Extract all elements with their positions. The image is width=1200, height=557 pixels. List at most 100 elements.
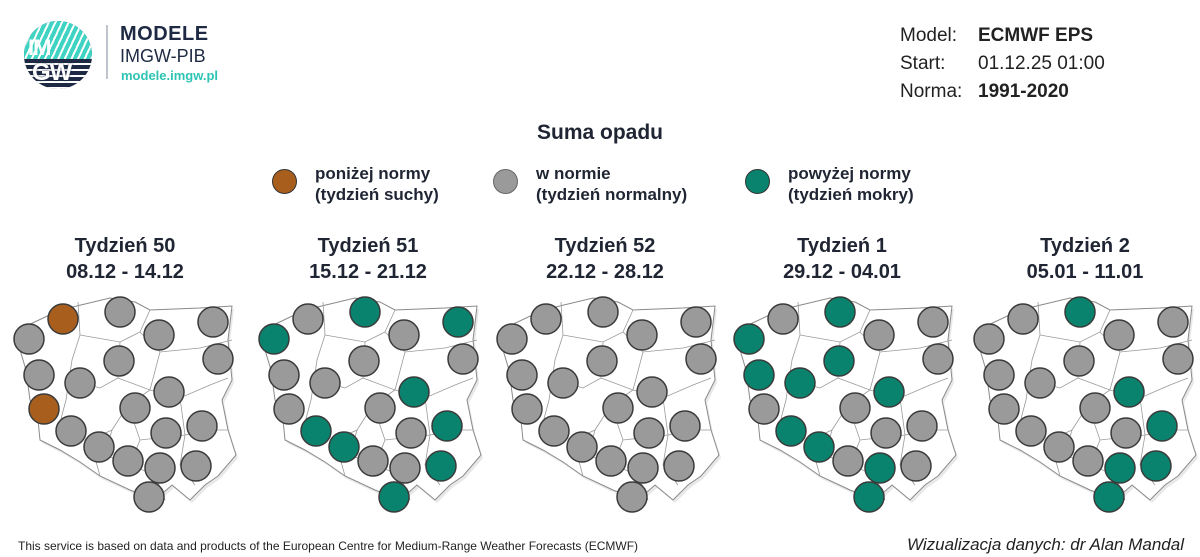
station-marker-normal bbox=[202, 343, 234, 375]
station-marker-normal bbox=[669, 410, 701, 442]
station-marker-normal bbox=[133, 481, 165, 513]
grey-circle-icon bbox=[493, 169, 518, 194]
week-header-4: Tydzień 1 29.12 - 04.01 bbox=[722, 233, 962, 285]
week-label: Tydzień 2 bbox=[1040, 235, 1130, 257]
norm-row: Norma: 1991-2020 bbox=[900, 78, 1105, 106]
station-marker-normal bbox=[23, 359, 55, 391]
week-range: 15.12 - 21.12 bbox=[309, 261, 427, 283]
station-marker-normal bbox=[55, 415, 87, 447]
map-week-51 bbox=[245, 280, 485, 520]
station-marker-normal bbox=[1063, 345, 1095, 377]
station-marker-normal bbox=[1043, 431, 1075, 463]
week-label: Tydzień 51 bbox=[317, 235, 419, 257]
station-marker-normal bbox=[1162, 343, 1194, 375]
station-marker-normal bbox=[496, 323, 528, 355]
voivodeship-border bbox=[562, 309, 634, 343]
station-marker-normal bbox=[197, 306, 229, 338]
model-value: ECMWF EPS bbox=[978, 25, 1094, 46]
station-marker-normal bbox=[767, 303, 799, 335]
logo-lines bbox=[24, 59, 92, 89]
station-marker-normal bbox=[13, 323, 45, 355]
station-marker-above bbox=[1093, 481, 1125, 513]
station-marker-normal bbox=[153, 376, 185, 408]
week-label: Tydzień 50 bbox=[74, 235, 176, 257]
station-marker-normal bbox=[1110, 417, 1142, 449]
brand-title: MODELE bbox=[120, 23, 209, 45]
station-marker-normal bbox=[566, 431, 598, 463]
station-marker-normal bbox=[663, 450, 695, 482]
legend-item-below: poniżej normy (tydzień suchy) bbox=[272, 163, 439, 205]
station-marker-above bbox=[733, 323, 765, 355]
station-marker-normal bbox=[186, 410, 218, 442]
map-week-2 bbox=[960, 280, 1200, 520]
station-marker-above bbox=[1113, 376, 1145, 408]
legend-above-label: powyżej normy bbox=[788, 164, 911, 183]
station-marker-normal bbox=[900, 450, 932, 482]
station-marker-normal bbox=[103, 345, 135, 377]
map-week-52 bbox=[483, 280, 723, 520]
week-range: 05.01 - 11.01 bbox=[1026, 261, 1144, 283]
station-marker-above bbox=[258, 323, 290, 355]
station-marker-normal bbox=[863, 319, 895, 351]
station-marker-normal bbox=[983, 359, 1015, 391]
week-header-2: Tydzień 51 15.12 - 21.12 bbox=[248, 233, 488, 285]
week-range: 29.12 - 04.01 bbox=[783, 261, 901, 283]
station-marker-normal bbox=[636, 376, 668, 408]
voivodeship-border bbox=[79, 309, 151, 343]
station-marker-below bbox=[47, 303, 79, 335]
station-marker-normal bbox=[595, 445, 627, 477]
station-marker-below bbox=[28, 393, 60, 425]
station-marker-normal bbox=[309, 367, 341, 399]
legend-normal-sub: (tydzień normalny) bbox=[536, 185, 688, 204]
station-marker-normal bbox=[922, 343, 954, 375]
station-marker-above bbox=[349, 296, 381, 328]
station-marker-above bbox=[328, 431, 360, 463]
norm-value: 1991-2020 bbox=[978, 81, 1069, 102]
station-marker-normal bbox=[506, 359, 538, 391]
voivodeship-border bbox=[302, 301, 326, 431]
week-header-5: Tydzień 2 05.01 - 11.01 bbox=[965, 233, 1200, 285]
brand-url[interactable]: modele.imgw.pl bbox=[121, 68, 219, 83]
model-info: Model: ECMWF EPS Start: 01.12.25 01:00 Nor… bbox=[900, 22, 1105, 106]
station-marker-normal bbox=[150, 417, 182, 449]
voivodeship-border bbox=[777, 301, 801, 431]
station-marker-normal bbox=[511, 393, 543, 425]
norm-label: Norma: bbox=[900, 81, 963, 102]
station-marker-normal bbox=[602, 392, 634, 424]
station-marker-above bbox=[442, 306, 474, 338]
station-marker-normal bbox=[988, 393, 1020, 425]
station-marker-normal bbox=[616, 481, 648, 513]
station-marker-above bbox=[300, 415, 332, 447]
station-marker-normal bbox=[973, 323, 1005, 355]
start-row: Start: 01.12.25 01:00 bbox=[900, 50, 1105, 78]
station-marker-normal bbox=[538, 415, 570, 447]
station-marker-above bbox=[378, 481, 410, 513]
station-marker-normal bbox=[357, 445, 389, 477]
week-label: Tydzień 1 bbox=[797, 235, 887, 257]
voivodeship-border bbox=[324, 309, 396, 343]
station-marker-normal bbox=[1007, 303, 1039, 335]
station-marker-normal bbox=[112, 445, 144, 477]
station-marker-normal bbox=[685, 343, 717, 375]
week-range: 22.12 - 28.12 bbox=[546, 261, 664, 283]
station-marker-above bbox=[425, 450, 457, 482]
station-marker-above bbox=[864, 452, 896, 484]
station-marker-above bbox=[803, 431, 835, 463]
model-row: Model: ECMWF EPS bbox=[900, 22, 1105, 50]
station-marker-normal bbox=[633, 417, 665, 449]
start-label: Start: bbox=[900, 53, 946, 74]
station-marker-normal bbox=[832, 445, 864, 477]
logo-text-top: IM bbox=[28, 35, 51, 60]
legend-above-sub: (tydzień mokry) bbox=[788, 185, 914, 204]
brand-subtitle: IMGW-PIB bbox=[120, 46, 206, 66]
station-marker-above bbox=[775, 415, 807, 447]
station-marker-above bbox=[824, 296, 856, 328]
station-marker-normal bbox=[1015, 415, 1047, 447]
brown-circle-icon bbox=[272, 169, 297, 194]
station-marker-normal bbox=[268, 359, 300, 391]
legend-item-above: powyżej normy (tydzień mokry) bbox=[745, 163, 914, 205]
station-marker-normal bbox=[1024, 367, 1056, 399]
station-marker-normal bbox=[143, 319, 175, 351]
station-marker-above bbox=[873, 376, 905, 408]
station-marker-normal bbox=[839, 392, 871, 424]
